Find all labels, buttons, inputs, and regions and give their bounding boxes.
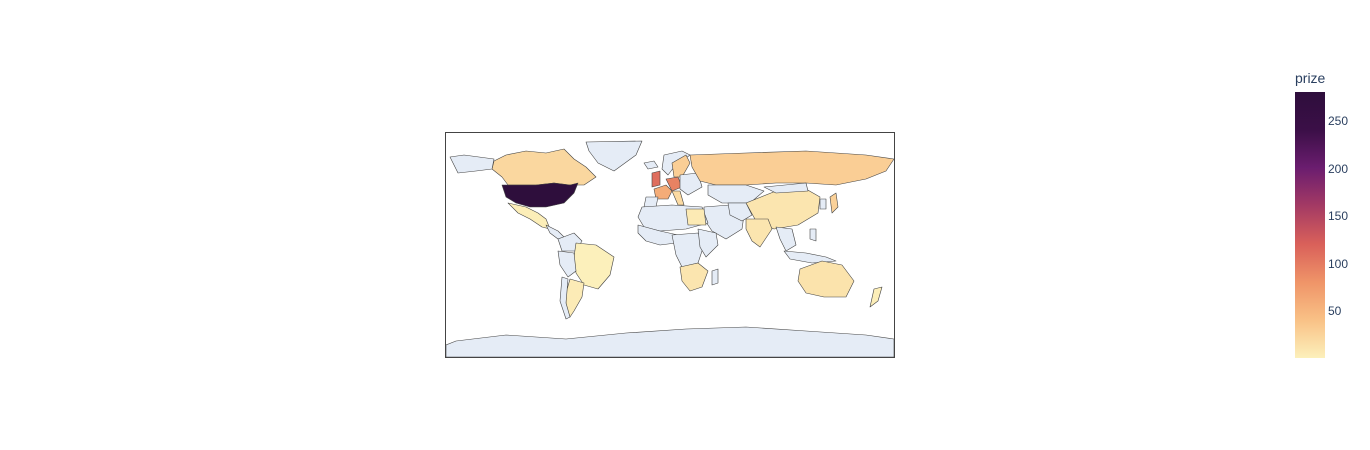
country-madagascar[interactable]: [711, 268, 719, 286]
colorbar: [1295, 92, 1325, 358]
country-russia[interactable]: [689, 150, 894, 186]
country-alaska[interactable]: [449, 154, 495, 174]
country-spain[interactable]: [643, 196, 659, 208]
country-iran[interactable]: [727, 202, 753, 222]
country-italy[interactable]: [671, 190, 685, 206]
country-southeast-asia[interactable]: [775, 226, 797, 252]
country-australia[interactable]: [797, 260, 855, 298]
country-united-kingdom[interactable]: [651, 170, 661, 188]
land-layer: [446, 140, 894, 357]
colorbar-title: prize: [1295, 70, 1326, 86]
country-indonesia[interactable]: [783, 250, 837, 264]
country-sweden[interactable]: [671, 154, 691, 178]
country-egypt[interactable]: [685, 208, 707, 226]
country-antarctica[interactable]: [446, 326, 894, 357]
country-greenland[interactable]: [585, 140, 643, 172]
colorbar-tick-label: 50: [1328, 304, 1342, 319]
colorbar-tick-label: 150: [1328, 209, 1349, 224]
country-south-africa[interactable]: [679, 262, 709, 292]
colorbar-tick-label: 250: [1328, 114, 1349, 129]
country-chile[interactable]: [559, 276, 571, 320]
country-united-states[interactable]: [501, 182, 579, 208]
world-map[interactable]: [445, 132, 895, 358]
country-west-africa[interactable]: [637, 224, 679, 246]
colorbar-tick-label: 200: [1328, 161, 1349, 176]
country-mongolia[interactable]: [763, 182, 809, 194]
country-canada[interactable]: [491, 148, 597, 186]
colorbar-tick-label: 100: [1328, 256, 1349, 271]
country-iceland[interactable]: [643, 160, 659, 170]
country-india[interactable]: [745, 218, 773, 248]
country-philippines[interactable]: [809, 228, 817, 242]
country-japan[interactable]: [829, 192, 839, 214]
country-korea[interactable]: [819, 198, 827, 210]
country-central-america[interactable]: [545, 224, 565, 240]
country-new-zealand[interactable]: [869, 286, 883, 308]
country-peru[interactable]: [557, 250, 577, 278]
country-east-africa[interactable]: [697, 228, 719, 258]
country-argentina[interactable]: [565, 278, 585, 318]
map-canvas: [446, 140, 894, 357]
country-eastern-europe[interactable]: [679, 172, 703, 196]
